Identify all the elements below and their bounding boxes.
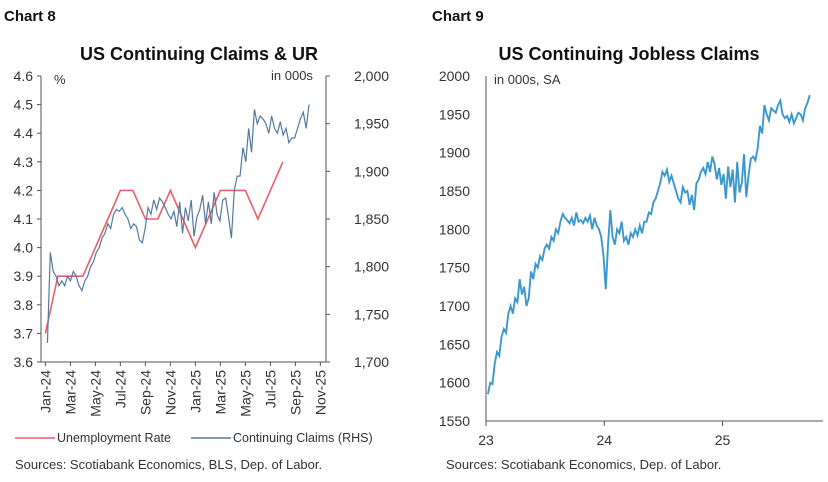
chart-8-x-tick-label: Nov-25 — [312, 370, 328, 415]
chart-8-x-tick-label: Sep-25 — [287, 370, 303, 415]
chart-8-x-tick-label: Jul-25 — [262, 370, 278, 408]
chart-9: Chart 9 US Continuing Jobless Claims in … — [432, 8, 823, 472]
chart-8-source: Sources: Scotiabank Economics, BLS, Dep.… — [15, 457, 322, 472]
chart-9-x-tick-label: 24 — [596, 432, 612, 448]
chart-9-x-tick-label: 23 — [478, 432, 494, 448]
unemployment-rate-line — [44, 161, 284, 334]
chart-8-left-tick-label: 4.0 — [14, 240, 34, 256]
chart-8-right-tick-label: 1,750 — [354, 306, 389, 322]
chart-8-right-tick-label: 2,000 — [354, 68, 389, 84]
chart-9-y-tick-label: 1800 — [439, 221, 470, 237]
chart-9-y-tick-label: 1950 — [439, 106, 470, 122]
chart-8-label: Chart 8 — [4, 8, 56, 25]
chart-9-y-tick-label: 1750 — [439, 260, 470, 276]
chart-9-y-tick-label: 2000 — [439, 68, 470, 84]
chart-8-left-tick-label: 4.3 — [14, 154, 34, 170]
chart-8-left-tick-label: 4.1 — [14, 211, 34, 227]
chart-8-right-tick-label: 1,700 — [354, 354, 389, 370]
chart-9-title: US Continuing Jobless Claims — [498, 44, 759, 64]
chart-8-x-tick-label: May-25 — [237, 370, 253, 417]
chart-8-right-ticks: 1,700 1,750 1,800 1,850 1,900 1,950 2,000 — [326, 68, 389, 370]
chart-9-y-tick-label: 1700 — [439, 298, 470, 314]
continuing-claims-line — [46, 104, 310, 343]
chart-9-y-tick-label: 1850 — [439, 183, 470, 199]
chart-8-left-tick-label: 3.8 — [14, 297, 34, 313]
legend-label-unemployment-rate: Unemployment Rate — [57, 431, 171, 445]
chart-8-left-tick-label: 4.4 — [14, 125, 34, 141]
chart-9-y-ticks: 1550 1600 1650 1700 1750 1800 1850 1900 1950 2000 — [439, 68, 470, 429]
chart-8-left-ticks: 3.6 3.7 3.8 3.9 4.0 4.1 4.2 4.3 4.4 4.5 4.6 — [14, 68, 41, 370]
chart-8-right-tick-label: 1,900 — [354, 163, 389, 179]
continuing-jobless-claims-line — [487, 94, 811, 395]
chart-8-x-ticks: Jan-24 Mar-24 May-24 Jul-24 Sep-24 Nov-24 Jan-… — [37, 362, 328, 417]
chart-8-x-tick-label: Mar-24 — [62, 370, 78, 415]
chart-9-source: Sources: Scotiabank Economics, Dep. of L… — [446, 457, 721, 472]
chart-8-x-tick-label: May-24 — [87, 370, 103, 417]
chart-8-right-unit: in 000s — [271, 68, 313, 83]
chart-8-left-tick-label: 3.9 — [14, 268, 34, 284]
chart-8: Chart 8 US Continuing Claims & UR % in 0… — [4, 8, 389, 472]
chart-9-y-tick-label: 1650 — [439, 336, 470, 352]
chart-8-left-unit: % — [54, 72, 66, 87]
chart-9-x-ticks: 23 24 25 — [478, 421, 730, 448]
chart-8-x-tick-label: Nov-24 — [162, 370, 178, 415]
chart-9-label: Chart 9 — [432, 8, 484, 25]
chart-8-x-tick-label: Jul-24 — [112, 370, 128, 408]
chart-8-left-tick-label: 4.5 — [14, 97, 34, 113]
chart-8-left-tick-label: 4.2 — [14, 182, 34, 198]
chart-8-x-tick-label: Mar-25 — [212, 370, 228, 415]
chart-9-x-tick-label: 25 — [715, 432, 731, 448]
chart-8-left-tick-label: 3.6 — [14, 354, 34, 370]
chart-9-unit: in 000s, SA — [494, 72, 561, 87]
chart-8-left-tick-label: 4.6 — [14, 68, 34, 84]
legend-label-continuing-claims: Continuing Claims (RHS) — [233, 431, 373, 445]
chart-8-right-tick-label: 1,950 — [354, 116, 389, 132]
chart-9-y-tick-label: 1600 — [439, 375, 470, 391]
chart-8-right-tick-label: 1,800 — [354, 259, 389, 275]
chart-8-x-tick-label: Jan-25 — [187, 370, 203, 413]
chart-8-title: US Continuing Claims & UR — [80, 44, 318, 64]
chart-8-right-tick-label: 1,850 — [354, 211, 389, 227]
chart-9-y-tick-label: 1900 — [439, 145, 470, 161]
chart-8-x-tick-label: Jan-24 — [37, 370, 53, 413]
chart-8-x-tick-label: Sep-24 — [137, 370, 153, 415]
chart-9-y-tick-label: 1550 — [439, 413, 470, 429]
chart-8-left-tick-label: 3.7 — [14, 325, 34, 341]
chart-8-legend: Unemployment Rate Continuing Claims (RHS… — [15, 431, 373, 445]
